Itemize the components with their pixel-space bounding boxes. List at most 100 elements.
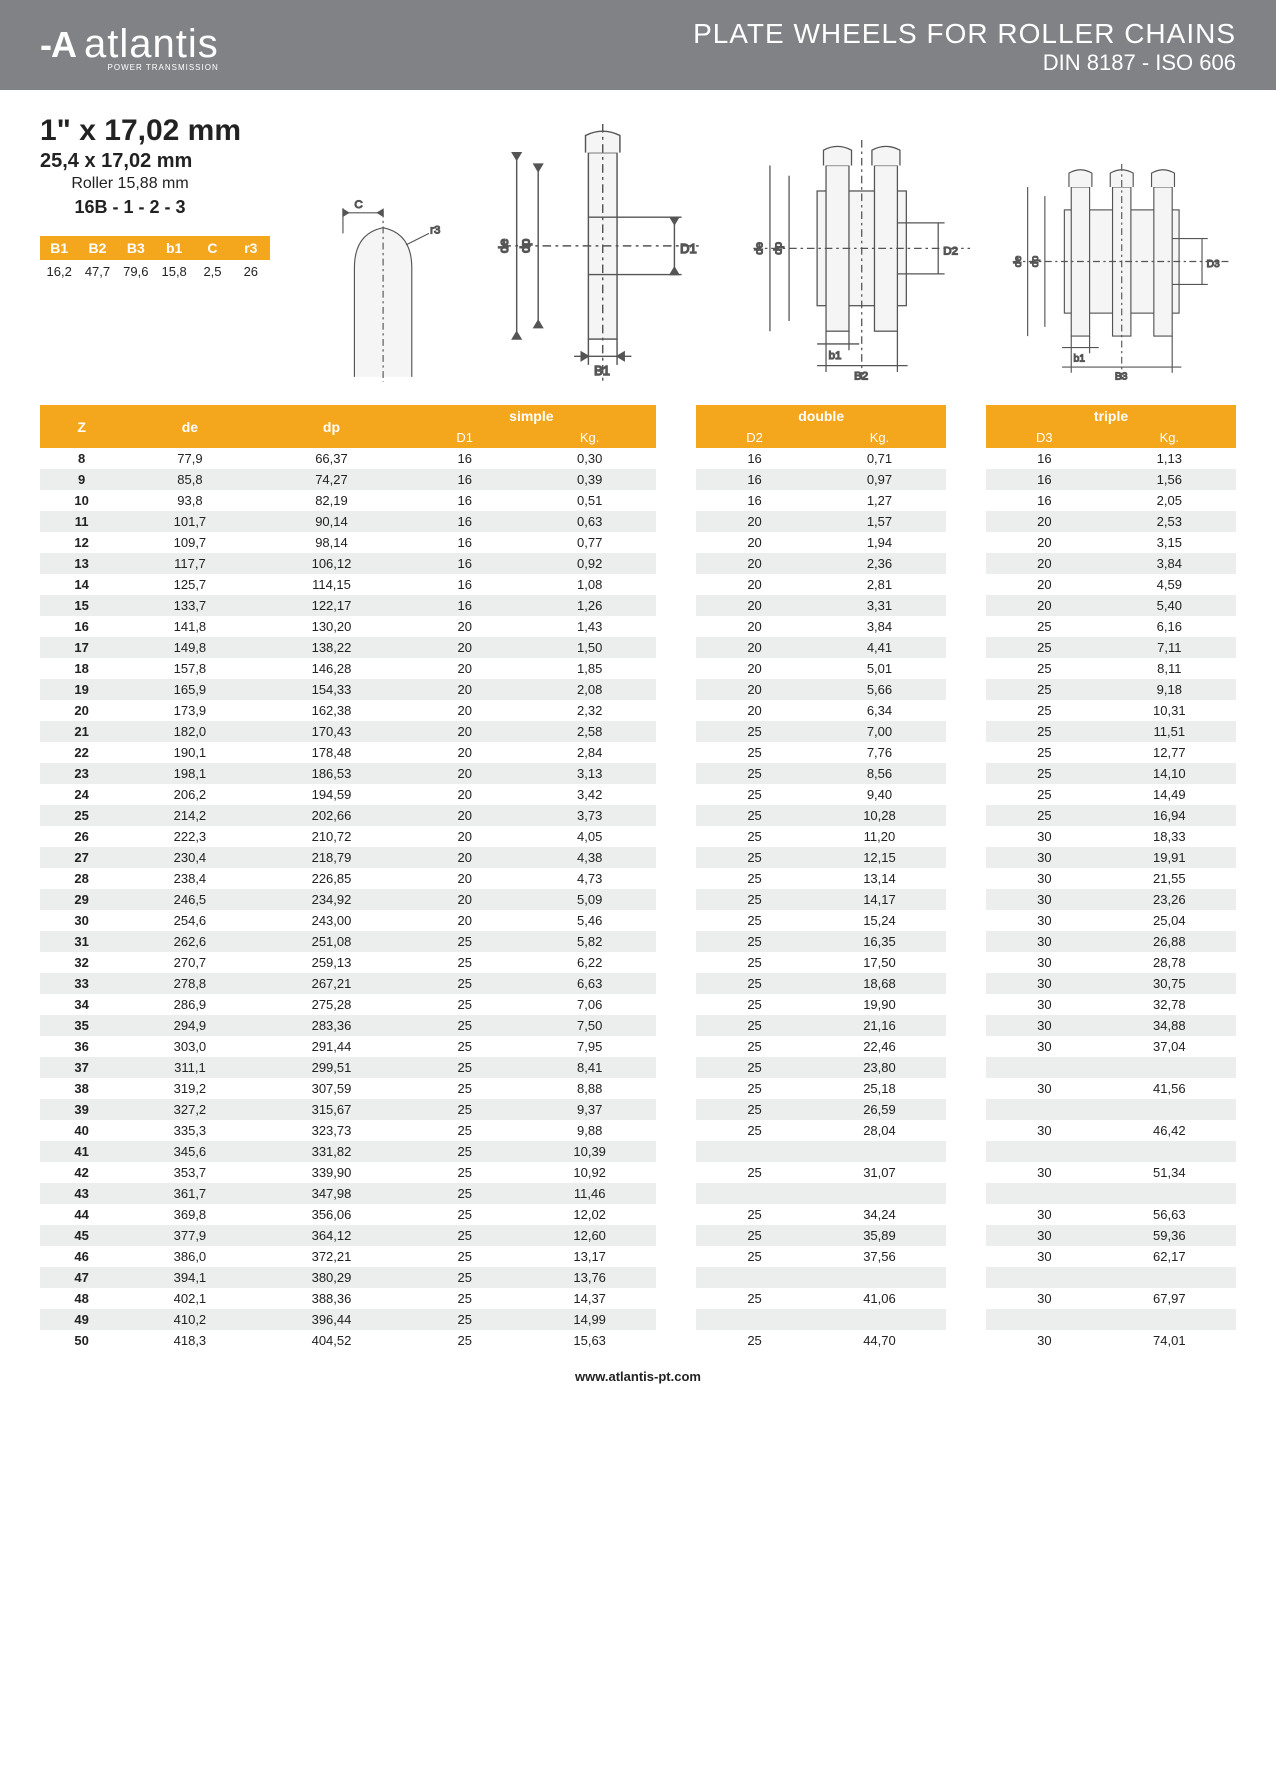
- cell-kg2: 5,01: [813, 658, 946, 679]
- cell-gap: [656, 490, 696, 511]
- cell-d2: 16: [696, 448, 813, 469]
- cell-kg1: 7,95: [523, 1036, 656, 1057]
- cell-kg2: 7,76: [813, 742, 946, 763]
- cell-d2: 25: [696, 1225, 813, 1246]
- cell-z: 44: [40, 1204, 123, 1225]
- cell-gap: [656, 1225, 696, 1246]
- cell-gap: [656, 994, 696, 1015]
- col-dp: dp: [257, 405, 407, 448]
- cell-d1: 16: [406, 490, 523, 511]
- group-triple: triple: [986, 405, 1236, 427]
- cell-dp: 234,92: [257, 889, 407, 910]
- svg-text:b1: b1: [1073, 353, 1085, 364]
- cell-kg1: 1,26: [523, 595, 656, 616]
- cell-d2: 20: [696, 553, 813, 574]
- cell-d3: 25: [986, 637, 1103, 658]
- cell-de: 369,8: [123, 1204, 256, 1225]
- cell-kg3: 3,84: [1103, 553, 1236, 574]
- col-z: Z: [40, 405, 123, 448]
- cell-gap: [946, 1204, 986, 1225]
- cell-kg2: 1,27: [813, 490, 946, 511]
- cell-kg2: 11,20: [813, 826, 946, 847]
- cell-dp: 138,22: [257, 637, 407, 658]
- col-kg1: Kg.: [523, 427, 656, 448]
- table-row: 32270,7259,13256,222517,503028,78: [40, 952, 1236, 973]
- cell-dp: 90,14: [257, 511, 407, 532]
- cell-z: 19: [40, 679, 123, 700]
- cell-d1: 16: [406, 532, 523, 553]
- cell-gap: [656, 1309, 696, 1330]
- svg-text:D2: D2: [943, 246, 958, 258]
- cell-d1: 20: [406, 742, 523, 763]
- cell-d2: 20: [696, 595, 813, 616]
- cell-kg1: 13,76: [523, 1267, 656, 1288]
- table-row: 29246,5234,92205,092514,173023,26: [40, 889, 1236, 910]
- group-double: double: [696, 405, 946, 427]
- cell-de: 190,1: [123, 742, 256, 763]
- cell-d3: 30: [986, 1225, 1103, 1246]
- cell-dp: 154,33: [257, 679, 407, 700]
- cell-gap: [946, 910, 986, 931]
- cell-d2: 25: [696, 1246, 813, 1267]
- cell-kg3: 7,11: [1103, 637, 1236, 658]
- cell-gap: [656, 532, 696, 553]
- cell-kg1: 14,37: [523, 1288, 656, 1309]
- col-kg3: Kg.: [1103, 427, 1236, 448]
- cell-kg1: 8,41: [523, 1057, 656, 1078]
- cell-d1: 25: [406, 973, 523, 994]
- cell-kg1: 3,13: [523, 763, 656, 784]
- cell-kg3: 37,04: [1103, 1036, 1236, 1057]
- cell-kg2: 23,80: [813, 1057, 946, 1078]
- cell-kg3: 11,51: [1103, 721, 1236, 742]
- cell-kg1: 2,32: [523, 700, 656, 721]
- cell-gap: [656, 637, 696, 658]
- cell-d1: 25: [406, 1309, 523, 1330]
- cell-gap: [656, 469, 696, 490]
- cell-kg1: 9,37: [523, 1099, 656, 1120]
- table-row: 14125,7114,15161,08202,81204,59: [40, 574, 1236, 595]
- cell-kg1: 1,43: [523, 616, 656, 637]
- cell-d3: 30: [986, 1330, 1103, 1351]
- cell-kg3: 62,17: [1103, 1246, 1236, 1267]
- cell-kg1: 8,88: [523, 1078, 656, 1099]
- cell-dp: 122,17: [257, 595, 407, 616]
- cell-de: 246,5: [123, 889, 256, 910]
- table-row: 15133,7122,17161,26203,31205,40: [40, 595, 1236, 616]
- cell-d3: 25: [986, 784, 1103, 805]
- cell-gap: [656, 847, 696, 868]
- table-row: 41345,6331,822510,39: [40, 1141, 1236, 1162]
- cell-d3: 25: [986, 658, 1103, 679]
- cell-z: 49: [40, 1309, 123, 1330]
- cell-dp: 243,00: [257, 910, 407, 931]
- cell-gap: [656, 1246, 696, 1267]
- cell-dp: 162,38: [257, 700, 407, 721]
- cell-kg2: 34,24: [813, 1204, 946, 1225]
- cell-kg2: 18,68: [813, 973, 946, 994]
- param-header: B3: [117, 236, 155, 260]
- table-row: 35294,9283,36257,502521,163034,88: [40, 1015, 1236, 1036]
- cell-d1: 25: [406, 1246, 523, 1267]
- cell-d3: 30: [986, 1078, 1103, 1099]
- cell-gap: [656, 1099, 696, 1120]
- cell-d1: 25: [406, 994, 523, 1015]
- cell-z: 41: [40, 1141, 123, 1162]
- cell-gap: [656, 1015, 696, 1036]
- cell-kg3: [1103, 1141, 1236, 1162]
- cell-z: 11: [40, 511, 123, 532]
- cell-kg3: 23,26: [1103, 889, 1236, 910]
- cell-d2: 25: [696, 1204, 813, 1225]
- cell-de: 222,3: [123, 826, 256, 847]
- cell-gap: [946, 742, 986, 763]
- cell-gap: [946, 973, 986, 994]
- cell-dp: 404,52: [257, 1330, 407, 1351]
- cell-d1: 16: [406, 469, 523, 490]
- cell-d2: 25: [696, 1330, 813, 1351]
- cell-d2: 25: [696, 721, 813, 742]
- cell-gap: [656, 868, 696, 889]
- cell-d2: [696, 1267, 813, 1288]
- cell-kg3: 5,40: [1103, 595, 1236, 616]
- cell-de: 85,8: [123, 469, 256, 490]
- cell-kg1: 6,63: [523, 973, 656, 994]
- cell-d1: 20: [406, 679, 523, 700]
- cell-kg1: 14,99: [523, 1309, 656, 1330]
